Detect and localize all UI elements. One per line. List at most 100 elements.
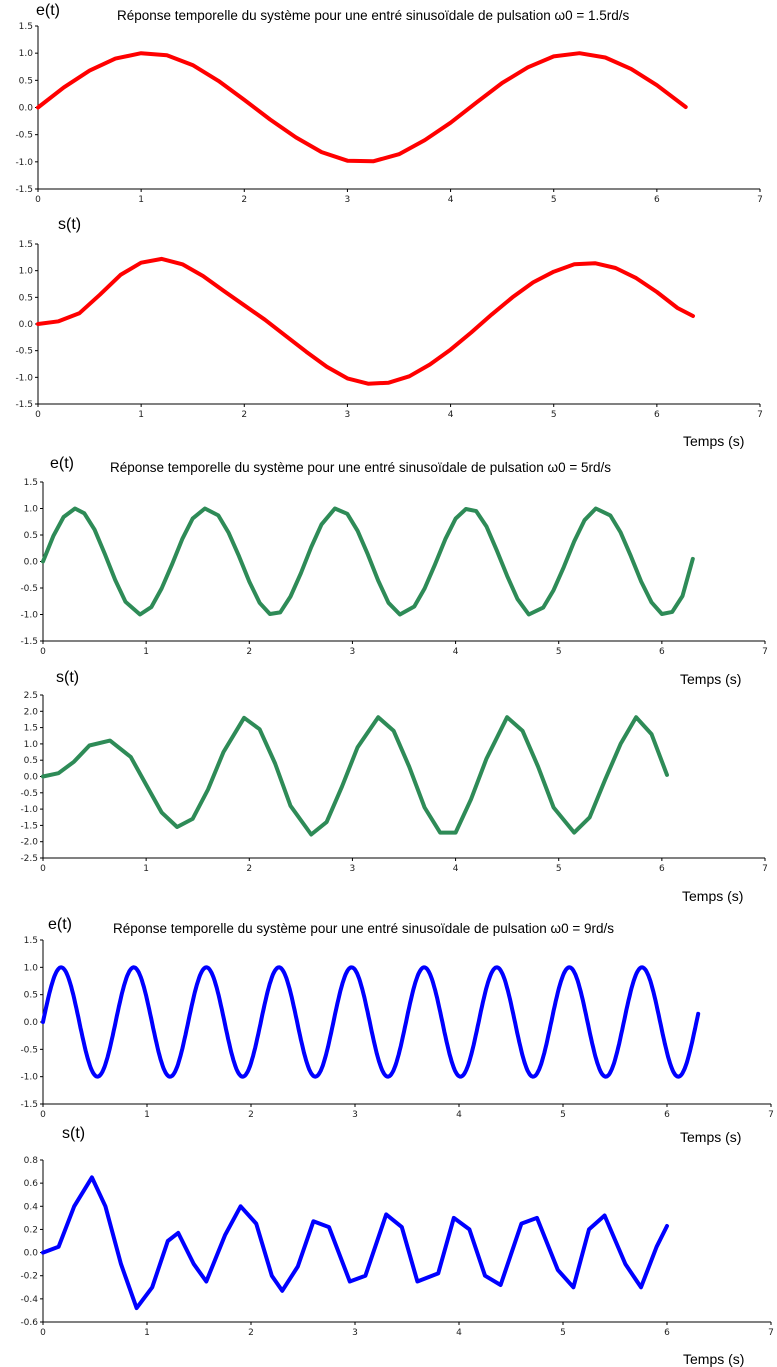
y-tick-label: -1.5 [20,637,38,647]
x-tick-label: 0 [40,647,46,657]
chart-3: 1.5 1.0 0.5 0.0 -0.5 -1.0 -1.50 1 2 3 4 5 6 7 e(t) Temp… [20,455,767,687]
x-tick-label: 0 [35,195,41,205]
x-axis-label: Temps (s) [680,671,741,687]
y-tick-label: -1.0 [15,373,33,383]
x-tick-label: 3 [345,195,351,205]
x-axis-label: Temps (s) [682,888,743,904]
series-line [41,715,669,837]
y-axis-label: e(t) [50,455,74,472]
x-tick-label: 3 [352,1328,358,1338]
x-tick-label: 3 [345,410,351,420]
series-line [41,1175,669,1311]
y-tick-label: 0.0 [24,1018,39,1028]
series-line [36,51,688,164]
x-axis-label: Temps (s) [680,1129,741,1145]
x-tick-label: 7 [768,1328,774,1338]
y-axis-label: s(t) [62,1125,85,1142]
x-tick-label: 2 [241,410,247,420]
x-tick-label: 1 [143,647,149,657]
y-tick-label: -1.5 [15,400,33,410]
y-tick-label: 1.0 [24,740,39,750]
x-tick-label: 1 [138,195,144,205]
y-tick-label: 0.2 [24,1225,38,1235]
y-tick-label: 0.8 [24,1156,39,1166]
x-tick-label: 2 [248,1110,254,1120]
y-tick-label: 1.0 [19,267,34,277]
x-tick-label: 4 [448,195,454,205]
y-tick-label: -0.5 [20,584,38,594]
chart-title: Réponse temporelle du système pour une e… [117,8,629,23]
x-tick-label: 6 [659,647,665,657]
series-line [36,256,695,386]
x-axis-label: Temps (s) [683,1351,744,1367]
chart-6: 0.8 0.6 0.4 0.2 0.0 -0.2 -0.4 -0.60 1 2 3 4 5 6 7 s(t) T… [20,1125,773,1367]
y-tick-label: -0.2 [20,1272,38,1282]
x-tick-label: 0 [40,864,46,874]
y-tick-label: -0.5 [20,1045,38,1055]
y-tick-label: 0.0 [19,104,34,114]
x-tick-label: 4 [456,1328,462,1338]
series-line [41,965,701,1079]
x-tick-label: 2 [246,647,252,657]
chart-5: 1.5 1.0 0.5 0.0 -0.5 -1.0 -1.50 1 2 3 4 5 6 7 e(t) Temp… [20,916,773,1145]
chart-1: 1.5 1.0 0.5 0.0 -0.5 -1.0 -1.50 1 2 3 4 5 6 7 e(t) Répo… [15,2,762,205]
x-tick-label: 4 [453,647,459,657]
y-axis-label: s(t) [58,216,81,233]
x-tick-label: 1 [138,410,144,420]
x-tick-label: 4 [448,410,454,420]
chart-title: Réponse temporelle du système pour une e… [113,921,614,936]
y-tick-label: 0.0 [24,558,39,568]
y-axis-label: s(t) [56,669,79,686]
x-tick-label: 7 [762,864,768,874]
y-tick-label: -1.5 [15,185,33,195]
y-tick-label: -1.0 [20,611,38,621]
x-tick-label: 3 [352,1110,358,1120]
y-tick-label: 0.5 [24,756,38,766]
x-tick-label: 0 [35,410,41,420]
x-tick-label: 1 [143,864,149,874]
x-tick-label: 5 [560,1110,566,1120]
y-tick-label: 1.5 [19,240,33,250]
x-tick-label: 5 [556,647,562,657]
y-tick-label: -0.4 [20,1295,38,1305]
x-tick-label: 5 [551,195,557,205]
x-tick-label: 4 [453,864,459,874]
x-tick-label: 2 [246,864,252,874]
y-tick-label: -1.5 [20,821,38,831]
x-tick-label: 7 [762,647,768,657]
x-tick-label: 0 [40,1328,46,1338]
y-tick-label: 1.5 [24,478,38,488]
y-tick-label: 0.5 [19,293,33,303]
y-tick-label: -0.5 [20,789,38,799]
x-tick-label: 3 [350,647,356,657]
y-tick-label: 2.0 [24,707,39,717]
y-tick-label: 0.5 [19,76,33,86]
chart-4: 2.5 2.0 1.5 1.0 0.5 0.0 -0.5 -1.0 -1.5 -2.0 -2.50 1… [20,669,767,904]
y-tick-label: 1.0 [19,49,34,59]
y-tick-label: 1.5 [24,936,38,946]
x-tick-label: 3 [350,864,356,874]
y-tick-label: 0.5 [24,991,38,1001]
x-tick-label: 6 [659,864,665,874]
y-tick-label: -1.0 [15,158,33,168]
x-tick-label: 1 [144,1110,150,1120]
x-axis-label: Temps (s) [683,433,744,449]
chart-2: 1.5 1.0 0.5 0.0 -0.5 -1.0 -1.50 1 2 3 4 5 6 7 s(t) Temp… [15,216,762,449]
x-tick-label: 7 [757,410,763,420]
y-tick-label: -1.5 [20,1100,38,1110]
x-tick-label: 5 [556,864,562,874]
y-tick-label: -1.0 [20,805,38,815]
x-tick-label: 7 [757,195,763,205]
y-tick-label: 0.0 [19,320,34,330]
y-tick-label: 0.0 [24,773,39,783]
y-tick-label: 2.5 [24,691,38,701]
x-tick-label: 1 [144,1328,150,1338]
y-tick-label: -0.5 [15,131,33,141]
x-tick-label: 6 [654,195,660,205]
y-axis-label: e(t) [48,916,72,933]
y-tick-label: 1.5 [24,724,38,734]
y-tick-label: -2.5 [20,854,38,864]
x-tick-label: 5 [560,1328,566,1338]
y-tick-label: 1.5 [19,22,33,32]
y-axis-label: e(t) [36,2,60,19]
